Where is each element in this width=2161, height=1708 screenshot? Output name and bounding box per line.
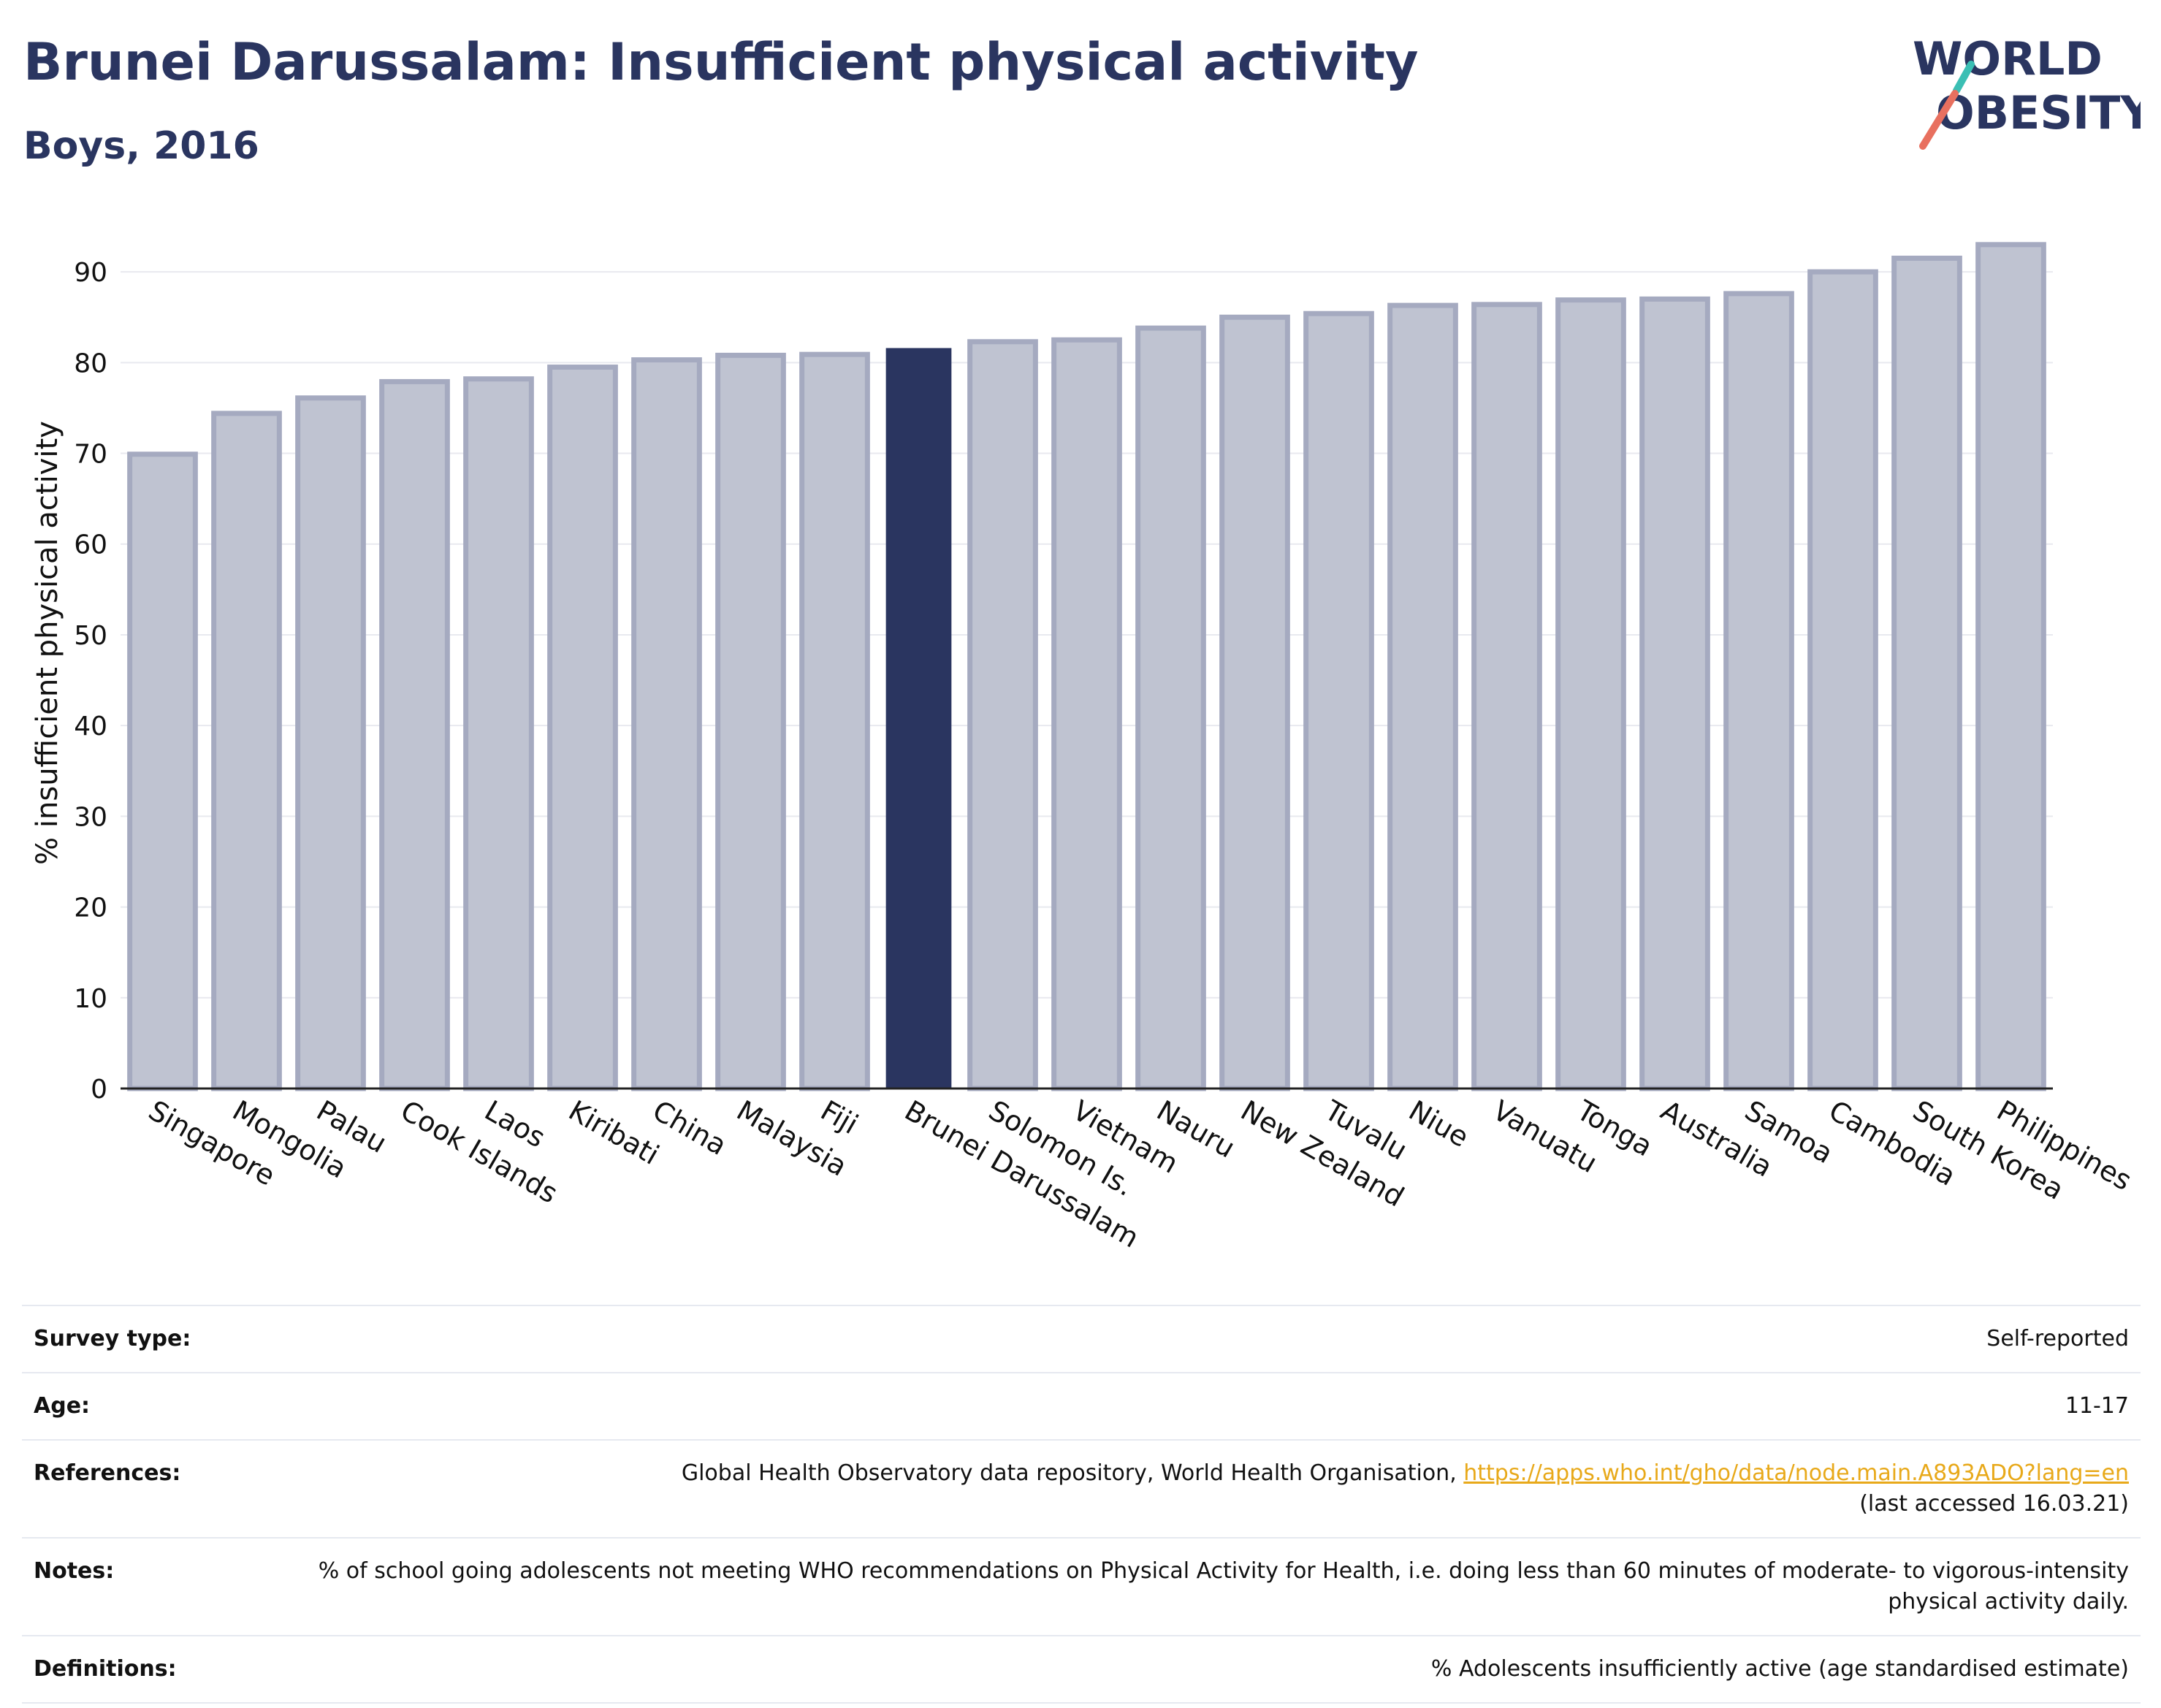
logo-line1: WORLD	[1913, 32, 2103, 85]
bars	[127, 242, 2046, 1091]
bar	[1639, 296, 1710, 1091]
info-row-age: Age: 11-17	[22, 1373, 2141, 1440]
bar-highlight	[885, 348, 952, 1089]
bar	[967, 339, 1038, 1091]
bar	[1387, 302, 1458, 1091]
bar	[1219, 314, 1290, 1091]
bar	[127, 451, 198, 1091]
references-accessed: (last accessed 16.03.21)	[1859, 1491, 2129, 1517]
bar	[1471, 302, 1542, 1091]
y-axis-title: % insufficient physical activity	[31, 421, 64, 865]
y-axis-ticks: 0 10 20 30 40 50 60 70 80 90	[74, 258, 107, 1105]
definitions-label: Definitions:	[34, 1656, 177, 1682]
bar	[715, 352, 786, 1091]
bar	[463, 376, 534, 1091]
y-tick-label: 0	[91, 1075, 107, 1105]
bar	[1135, 325, 1206, 1091]
y-tick-label: 90	[74, 258, 107, 288]
info-table: Survey type: Self-reported Age: 11-17 Re…	[22, 1305, 2141, 1704]
bar	[1891, 255, 1962, 1091]
references-value: Global Health Observatory data repositor…	[264, 1440, 2141, 1538]
world-obesity-logo: WORLD OBESITY	[1913, 32, 2141, 150]
bar	[295, 395, 366, 1091]
x-tick-label: Niue	[1403, 1094, 1474, 1154]
bar	[547, 365, 618, 1091]
bar-chart: 0 10 20 30 40 50 60 70 80 90 SingaporeMongoliaPal…	[31, 242, 2137, 1254]
y-tick-label: 70	[74, 440, 107, 470]
bar	[379, 378, 450, 1091]
x-tick-label: Kiribati	[563, 1094, 665, 1171]
bar	[1723, 291, 1794, 1091]
age-label: Age:	[34, 1393, 91, 1419]
y-tick-label: 30	[74, 802, 107, 832]
bar	[1051, 337, 1122, 1091]
x-tick-label: Fiji	[815, 1094, 864, 1140]
notes-label: Notes:	[34, 1558, 115, 1584]
survey-type-value: Self-reported	[1986, 1326, 2129, 1351]
definitions-value: % Adolescents insufficiently active (age…	[1430, 1656, 2129, 1682]
page-subtitle: Boys, 2016	[23, 124, 259, 168]
bar	[1807, 269, 1878, 1091]
bar	[1303, 310, 1374, 1091]
bar	[799, 351, 870, 1091]
notes-value: % of school going adolescents not meetin…	[318, 1558, 2129, 1614]
y-tick-label: 40	[74, 712, 107, 741]
x-tick-label: China	[647, 1094, 732, 1162]
logo-line2: OBESITY	[1936, 86, 2141, 140]
references-text: Global Health Observatory data repositor…	[681, 1460, 1464, 1486]
survey-type-label: Survey type:	[34, 1326, 191, 1351]
info-row-notes: Notes: % of school going adolescents not…	[22, 1538, 2141, 1636]
page-title: Brunei Darussalam: Insufficient physical…	[23, 32, 1419, 92]
logo-slash-coral	[1919, 90, 1959, 150]
references-label: References:	[34, 1460, 181, 1486]
info-row-definitions: Definitions: % Adolescents insufficientl…	[22, 1636, 2141, 1703]
y-tick-label: 50	[74, 621, 107, 651]
y-tick-label: 10	[74, 984, 107, 1014]
y-tick-label: 20	[74, 893, 107, 923]
bar	[631, 357, 702, 1091]
info-row-survey-type: Survey type: Self-reported	[22, 1305, 2141, 1373]
age-value: 11-17	[2065, 1393, 2129, 1419]
y-tick-label: 60	[74, 530, 107, 560]
bar	[211, 411, 282, 1091]
references-link[interactable]: https://apps.who.int/gho/data/node.main.…	[1463, 1460, 2129, 1486]
y-tick-label: 80	[74, 348, 107, 378]
bar	[1975, 242, 2046, 1091]
info-row-references: References: Global Health Observatory da…	[22, 1440, 2141, 1538]
x-tick-label: Cook Islands	[395, 1094, 563, 1210]
bar	[1555, 297, 1626, 1091]
logo-slash-teal	[1953, 61, 1975, 94]
